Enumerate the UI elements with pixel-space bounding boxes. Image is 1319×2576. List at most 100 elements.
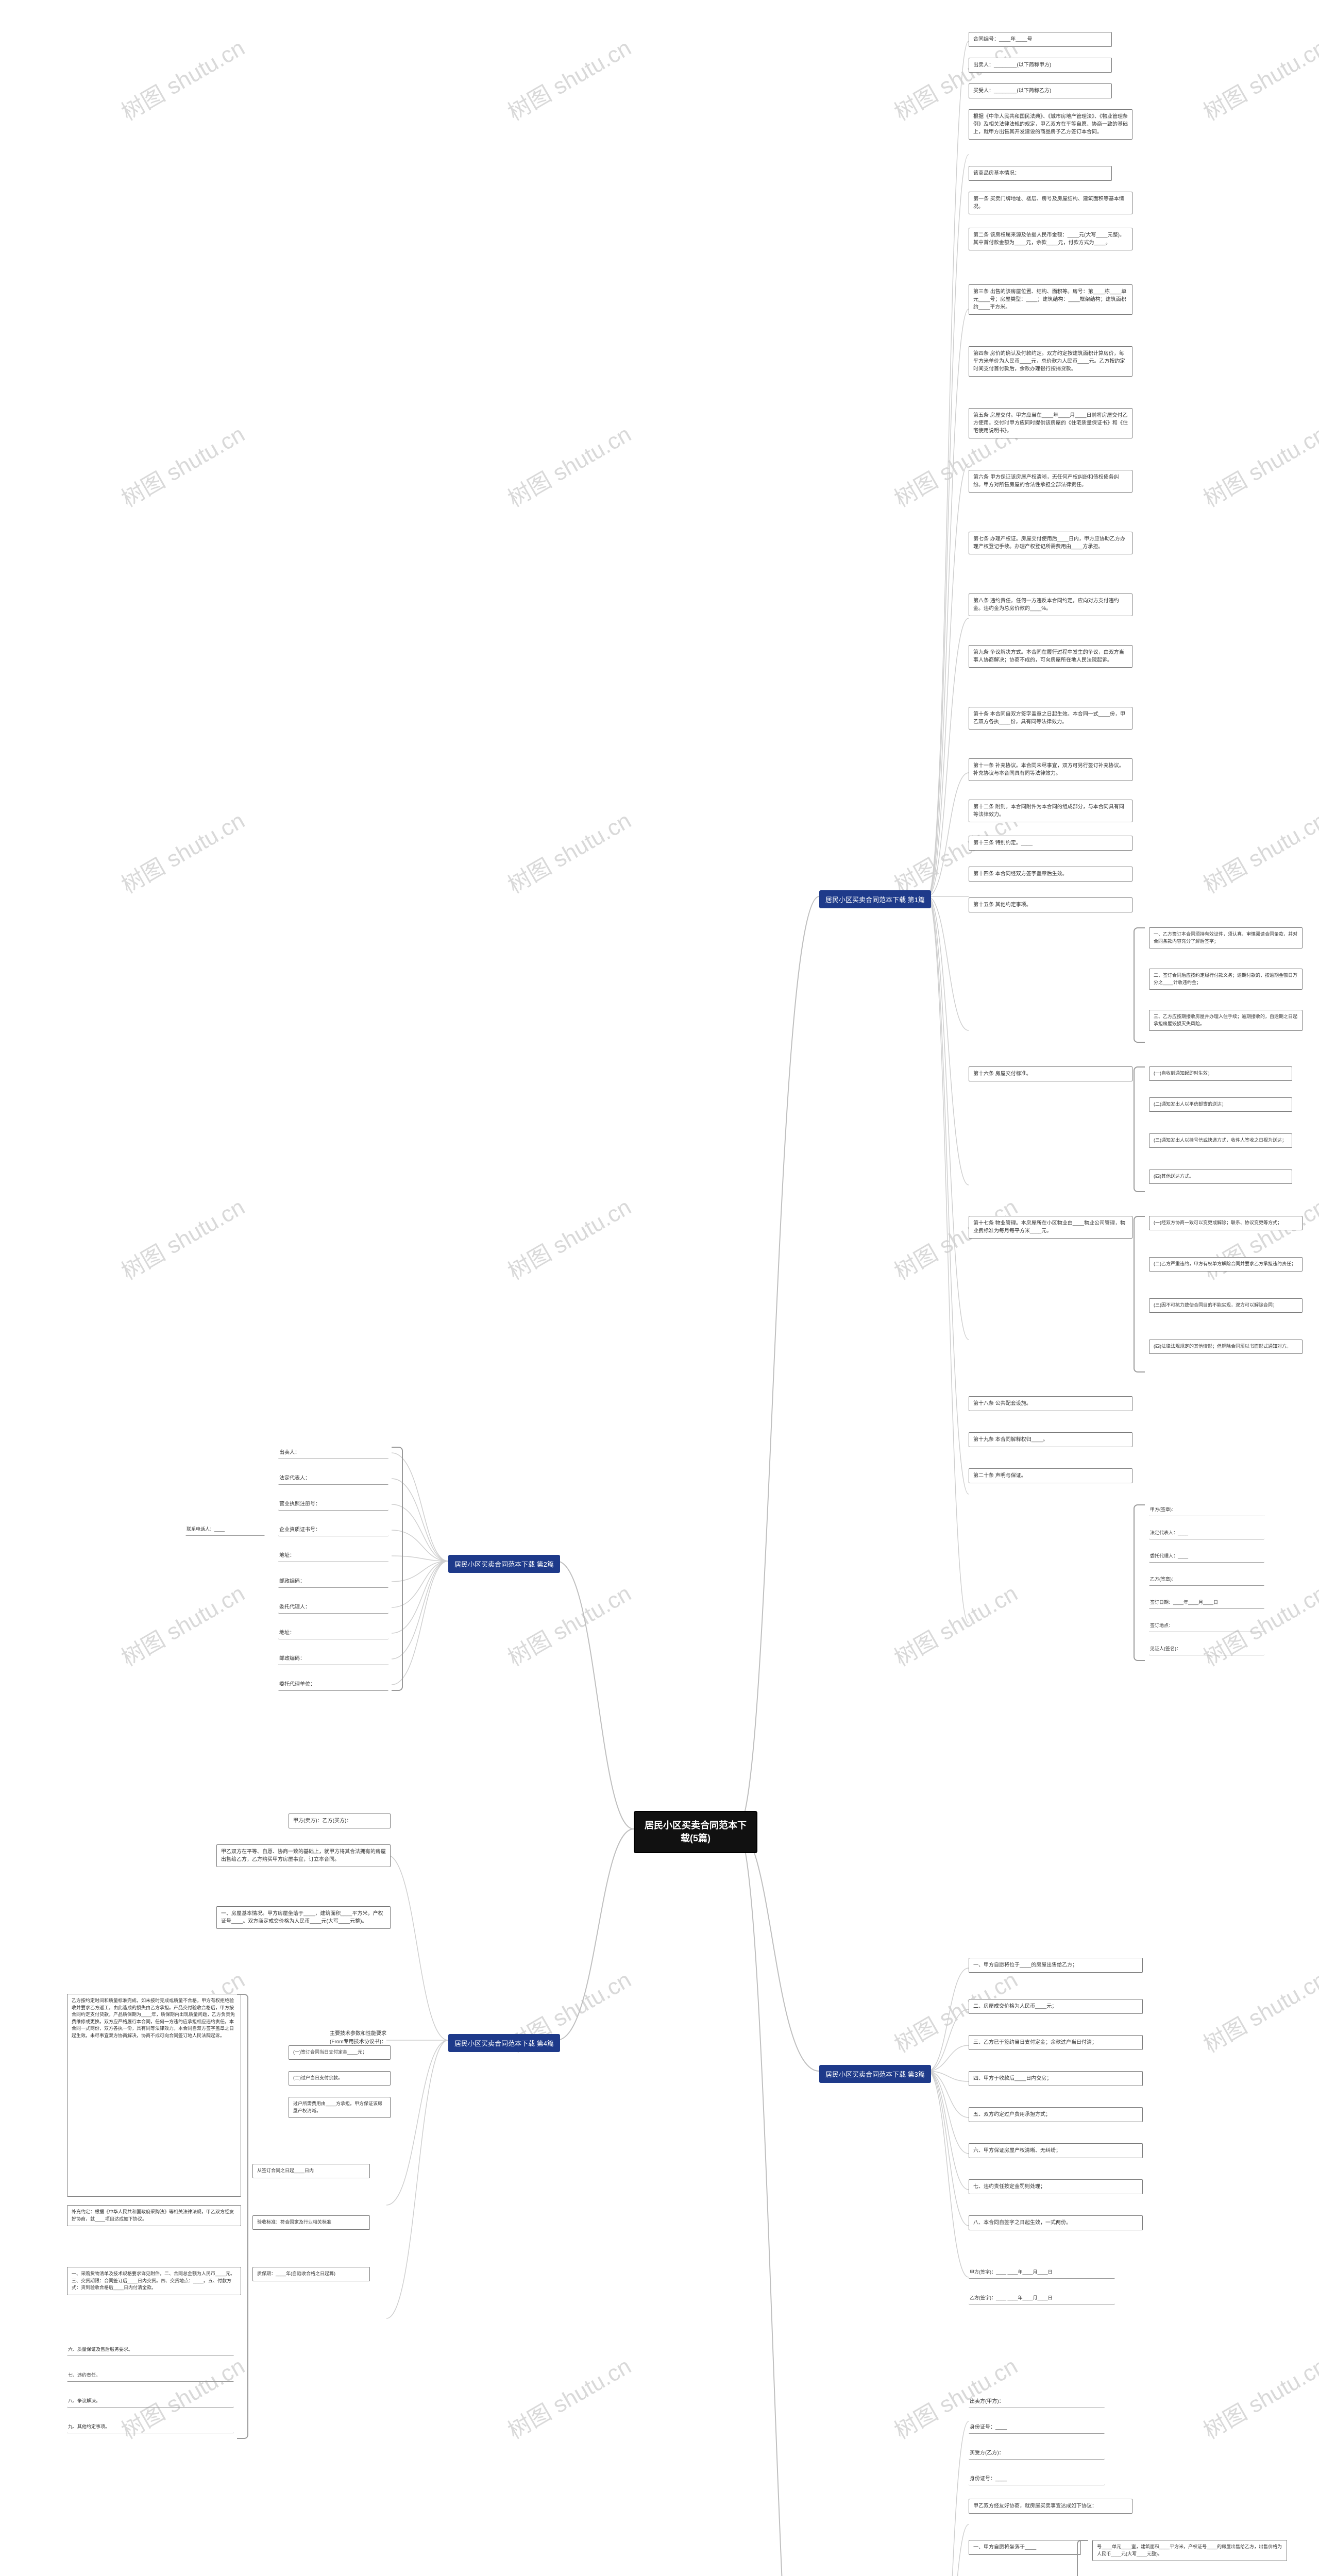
s4-ra: 从签订合同之日起____日内	[252, 2164, 370, 2178]
s3-r1: 一、甲方自愿将位于____的房屋出售给乙方；	[969, 1958, 1143, 1973]
root-node: 居民小区买卖合同范本下载(5篇)	[634, 1811, 757, 1853]
s4-c1: (一)签订合同当日支付定金____元；	[289, 2045, 391, 2060]
s1-sig-3: 乙方(签章)：	[1149, 1574, 1264, 1586]
s4-b4: 七、违约责任。	[67, 2370, 234, 2382]
s2-fr: 联系电话人：____	[185, 1524, 265, 1536]
s2-f4: 地址：	[278, 1550, 388, 1562]
watermark: 树图 shutu.cn	[1196, 803, 1319, 900]
s4-intro: 甲乙双方在平等、自愿、协商一致的基础上，就甲方将其合法拥有的房屋出售给乙方，乙方…	[216, 1844, 391, 1867]
s5-h0: 出卖方(甲方)：	[969, 2396, 1105, 2408]
s1-sig-2: 委托代理人：____	[1149, 1551, 1264, 1563]
s4-c2: (二)过户当日支付余款。	[289, 2071, 391, 2086]
s1-sc-2: (三)因不可抗力致使合同目的不能实现，双方可以解除合同；	[1149, 1298, 1303, 1313]
s1-sa-0: 一、乙方签订本合同须持有效证件，须认真、审慎阅读合同条款，并对合同条款内容充分了…	[1149, 927, 1303, 948]
s2-f6: 委托代理人：	[278, 1601, 388, 1614]
watermark: 树图 shutu.cn	[501, 30, 636, 127]
s2-f7: 地址：	[278, 1627, 388, 1639]
watermark: 树图 shutu.cn	[114, 1575, 250, 1673]
s1-n21: 第十七条 物业管理。本房屋所在小区物业由____物业公司管理，物业费标准为每月每…	[969, 1216, 1132, 1239]
s1-n5: 第一条 买卖门牌地址、楼层、房号及房屋结构、建筑面积等基本情况。	[969, 192, 1132, 214]
s1-sb-1: (二)通知发出人以平信邮寄的送达；	[1149, 1097, 1292, 1112]
s1-sig-4: 签订日期：____年____月____日	[1149, 1597, 1264, 1609]
s1-n1: 出卖人：________(以下简称甲方)	[969, 58, 1112, 73]
s1-n11: 第七条 办理产权证。房屋交付使用后____日内，甲方应协助乙方办理产权登记手续。…	[969, 532, 1132, 554]
s1-n10: 第六条 甲方保证该房屋产权清晰，无任何产权纠纷和债权债务纠纷。甲方对所售房屋的合…	[969, 470, 1132, 493]
s1-n12: 第八条 违约责任。任何一方违反本合同约定，应向对方支付违约金。违约金为总房价款的…	[969, 594, 1132, 616]
s4-b0: 乙方按约定时间和质量标准完成，如未按时完成或质量不合格，甲方有权拒绝验收并要求乙…	[67, 1994, 241, 2197]
s1-sb-3: (四)其他送达方式。	[1149, 1170, 1292, 1184]
watermark: 树图 shutu.cn	[501, 1575, 636, 1673]
s1-n4: 该商品房基本情况：	[969, 166, 1112, 181]
s1-sa-1: 二、签订合同后应按约定履行付款义务；逾期付款的，按逾期金额日万分之____计收违…	[1149, 969, 1303, 990]
s1-n23: 第十九条 本合同解释权归____。	[969, 1432, 1132, 1447]
s2-f9: 委托代理单位：	[278, 1679, 388, 1691]
s4-rc: 质保期：____年(自验收合格之日起算)	[252, 2267, 370, 2281]
s3-r5: 五、双方约定过户费用承担方式；	[969, 2107, 1143, 2122]
s3-r7: 七、违约责任按定金罚则处理；	[969, 2179, 1143, 2194]
watermark: 树图 shutu.cn	[1196, 1189, 1319, 1286]
s1-sa-2: 三、乙方应按期接收房屋并办理入住手续；逾期接收的，自逾期之日起承担房屋毁损灭失风…	[1149, 1010, 1303, 1031]
s1-n22: 第十八条 公共配套设施。	[969, 1396, 1132, 1411]
s4-price: 一、房屋基本情况。甲方房屋坐落于____，建筑面积____平方米，产权证号___…	[216, 1906, 391, 1929]
s3-r2: 二、房屋成交价格为人民币____元；	[969, 1999, 1143, 2014]
s1-n15: 第十一条 补充协议。本合同未尽事宜，双方可另行签订补充协议。补充协议与本合同具有…	[969, 758, 1132, 781]
s2-f8: 邮政编码：	[278, 1653, 388, 1665]
s3-r8: 八、本合同自签字之日起生效，一式两份。	[969, 2215, 1143, 2230]
s1-n3: 根据《中华人民共和国民法典》、《城市房地产管理法》、《物业管理条例》及相关法律法…	[969, 109, 1132, 140]
s1-n20: 第十六条 房屋交付标准。	[969, 1066, 1132, 1081]
s1-sig-6: 见证人(签名)：	[1149, 1643, 1264, 1655]
s1-n7: 第三条 出售的该房屋位置、结构、面积等。房号：第____栋____单元____号…	[969, 284, 1132, 315]
s1-n9: 第五条 房屋交付。甲方应当在____年____月____日前将房屋交付乙方使用。…	[969, 408, 1132, 438]
watermark: 树图 shutu.cn	[114, 803, 250, 900]
s2-f2: 营业执照注册号：	[278, 1498, 388, 1511]
s4-rb: 验收标准：符合国家及行业相关标准	[252, 2215, 370, 2230]
s2-f5: 邮政编码：	[278, 1575, 388, 1588]
s3-sb: 乙方(签字)：____ ____年____月____日	[969, 2293, 1115, 2304]
s4-left-head: 主要技术参数和性能要求(From专用技术协议书)：	[330, 2030, 386, 2046]
s1-sig-1: 法定代表人：____	[1149, 1528, 1264, 1539]
s1-sc-3: (四)法律法规规定的其他情形；但解除合同须以书面形式通知对方。	[1149, 1340, 1303, 1354]
s4-b5: 八、争议解决。	[67, 2396, 234, 2408]
watermark: 树图 shutu.cn	[1196, 30, 1319, 127]
watermark: 树图 shutu.cn	[1196, 2348, 1319, 2446]
s2-f1: 法定代表人：	[278, 1472, 388, 1485]
s5-h2: 买受方(乙方)：	[969, 2447, 1105, 2460]
s1-n2: 买受人：________(以下简称乙方)	[969, 83, 1112, 98]
s1-sb-2: (三)通知发出人以挂号信或快递方式，收件人签收之日视为送达；	[1149, 1133, 1292, 1148]
brace-icon	[392, 1447, 403, 1691]
s1-n6: 第二条 该房权属来源及依据人民币金额：____元(大写____元整)。其中首付款…	[969, 228, 1132, 250]
section-2: 居民小区买卖合同范本下载 第2篇	[448, 1555, 560, 1573]
section-4: 居民小区买卖合同范本下载 第4篇	[448, 2034, 560, 2052]
s1-n19: 第十五条 其他约定事项。	[969, 897, 1132, 912]
s5-a1: 一、甲方自愿将坐落于____	[969, 2540, 1081, 2555]
watermark: 树图 shutu.cn	[1196, 416, 1319, 514]
s2-f3: 企业资质证书号：	[278, 1524, 388, 1536]
watermark: 树图 shutu.cn	[887, 1575, 1023, 1673]
watermark: 树图 shutu.cn	[114, 1189, 250, 1286]
s3-r6: 六、甲方保证房屋产权清晰、无纠纷；	[969, 2143, 1143, 2158]
s3-r4: 四、甲方于收款后____日内交房；	[969, 2071, 1143, 2086]
watermark: 树图 shutu.cn	[501, 416, 636, 514]
s1-n24: 第二十条 声明与保证。	[969, 1468, 1132, 1483]
brace-icon	[1077, 2540, 1088, 2576]
s5-h1: 身份证号：____	[969, 2421, 1105, 2434]
s5-h4: 甲乙双方经友好协商，就房屋买卖事宜达成如下协议：	[969, 2499, 1132, 2514]
brace-icon	[1134, 1216, 1145, 1372]
s1-sig-0: 甲方(签章)：	[1149, 1504, 1264, 1516]
s1-n17: 第十三条 特别约定。____	[969, 836, 1132, 851]
brace-icon	[1134, 927, 1145, 1043]
s1-n16: 第十二条 附则。本合同附件为本合同的组成部分，与本合同具有同等法律效力。	[969, 800, 1132, 822]
section-1: 居民小区买卖合同范本下载 第1篇	[819, 890, 931, 908]
s4-b1: 补充约定：根据《中华人民共和国政府采购法》等相关法律法规，甲乙双方经友好协商，就…	[67, 2205, 241, 2226]
watermark: 树图 shutu.cn	[501, 803, 636, 900]
s1-n13: 第九条 争议解决方式。本合同在履行过程中发生的争议，由双方当事人协商解决；协商不…	[969, 645, 1132, 668]
s1-sig-5: 签订地点：	[1149, 1620, 1264, 1632]
watermark: 树图 shutu.cn	[114, 416, 250, 514]
watermark: 树图 shutu.cn	[501, 1189, 636, 1286]
watermark: 树图 shutu.cn	[501, 2348, 636, 2446]
brace-icon	[1134, 1504, 1145, 1661]
s4-h: 甲方(卖方)：乙方(买方)：	[289, 1814, 391, 1828]
s2-f0: 出卖人：	[278, 1447, 388, 1459]
s1-n0: 合同编号：____年____号	[969, 32, 1112, 47]
watermark: 树图 shutu.cn	[1196, 1962, 1319, 2059]
